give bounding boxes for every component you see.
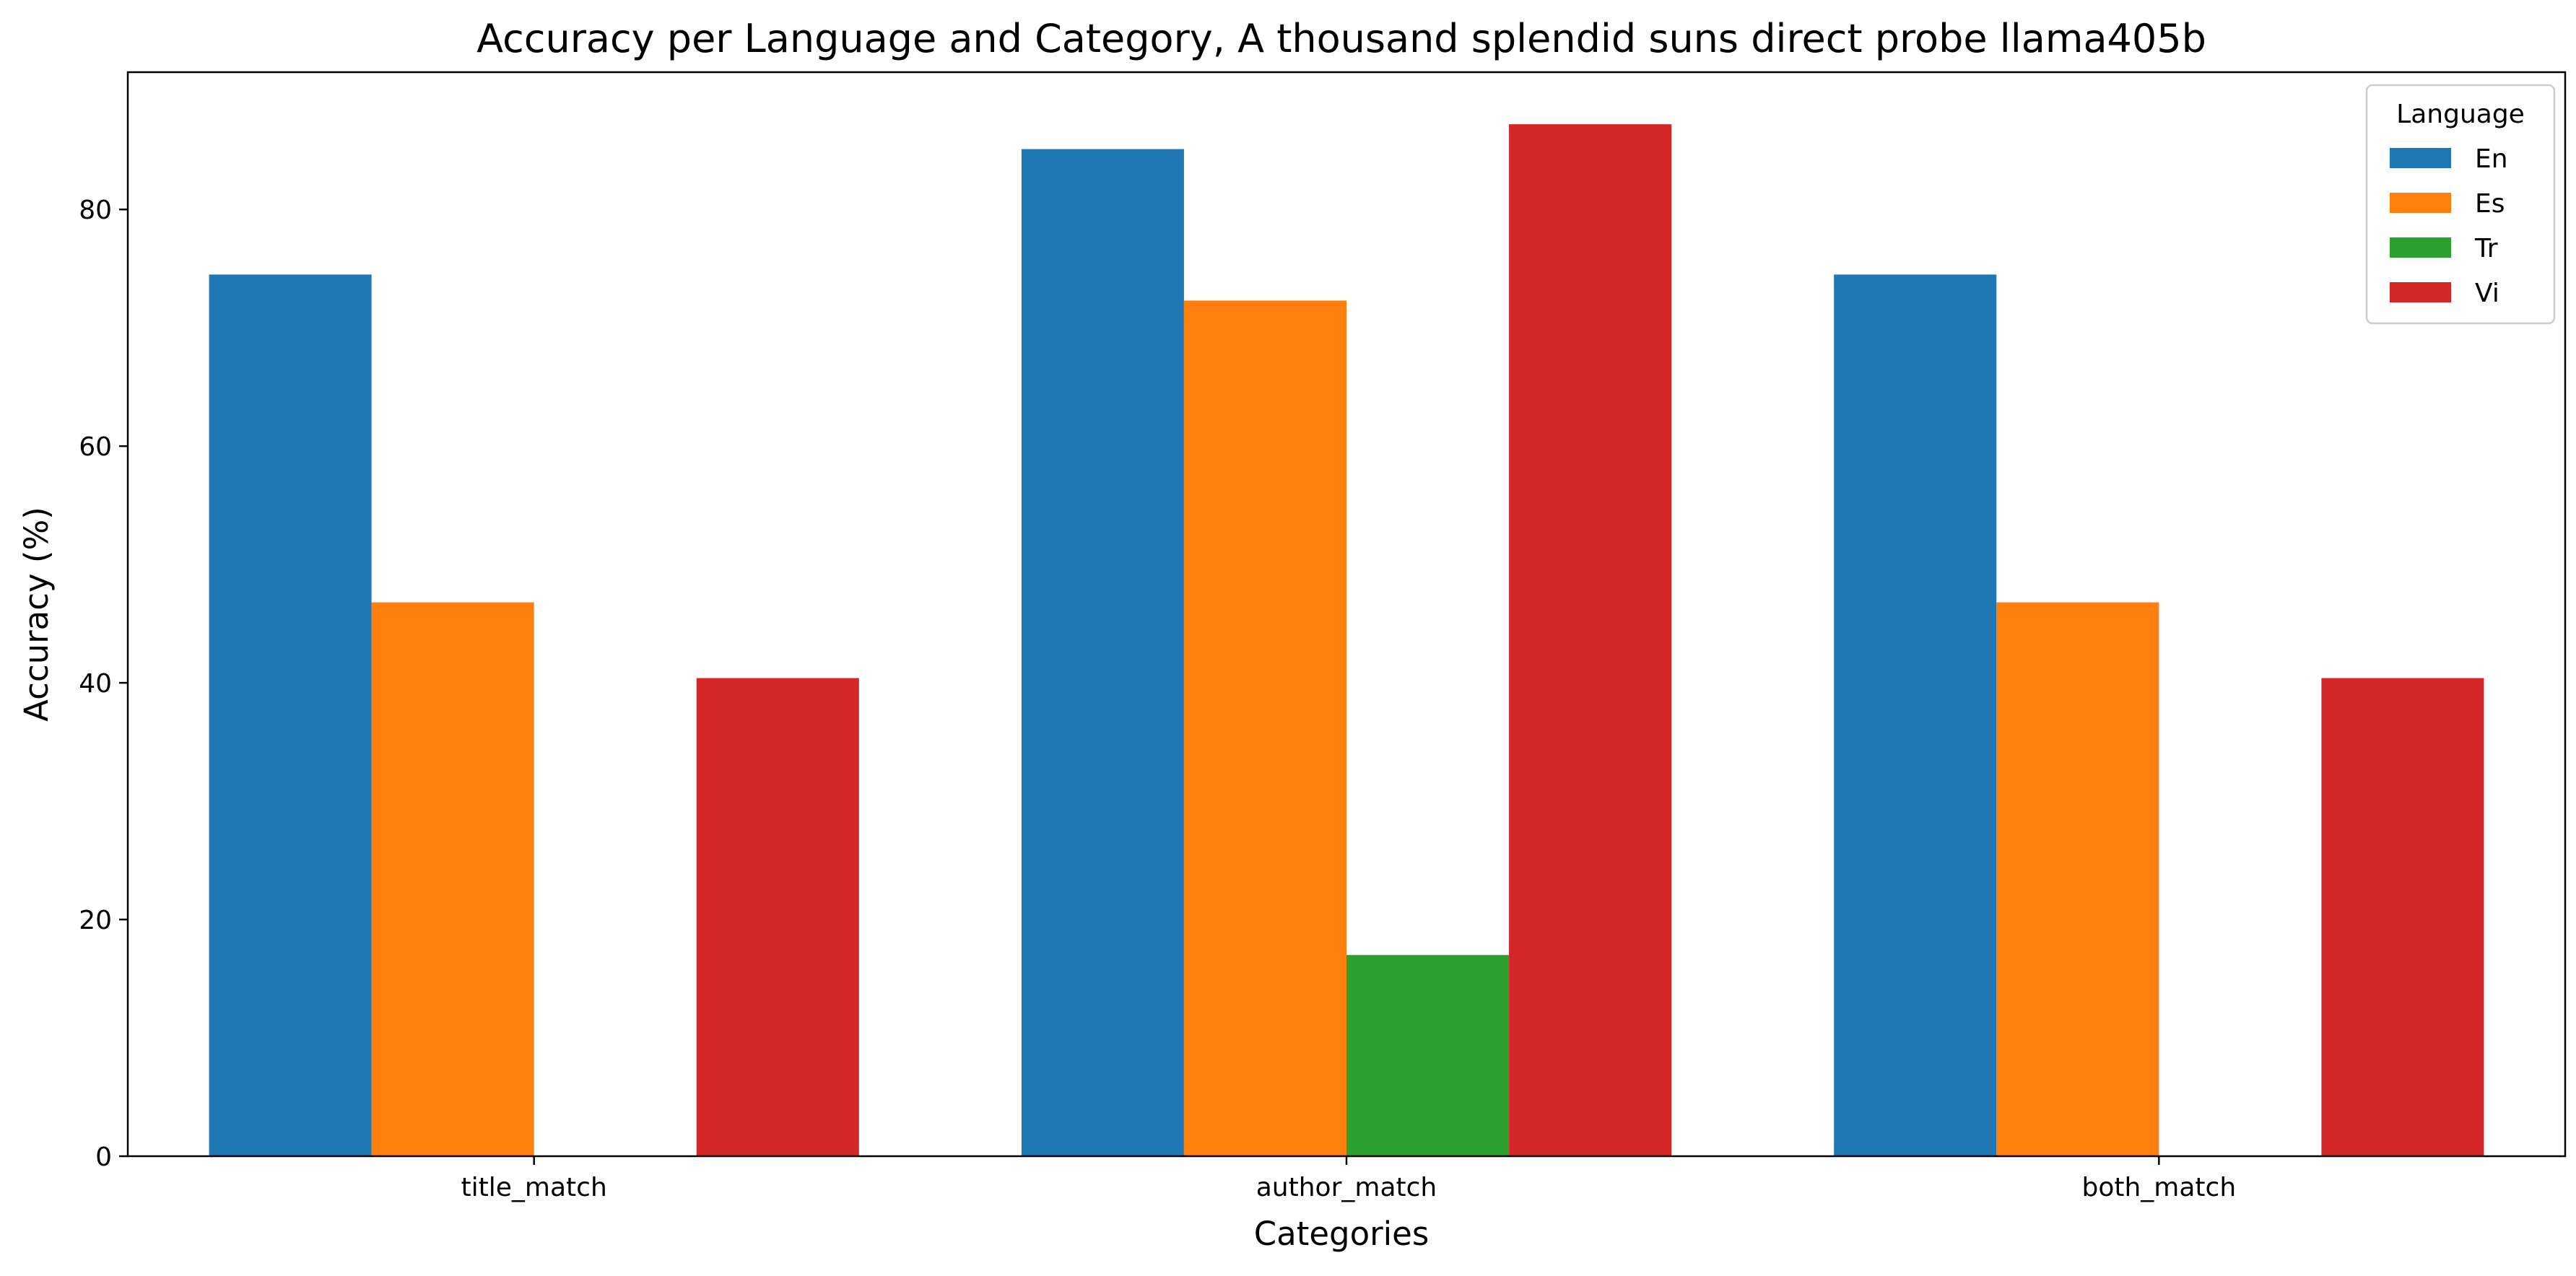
y-axis-title: Accuracy (%) bbox=[17, 507, 56, 722]
legend-label-vi: Vi bbox=[2475, 279, 2499, 308]
legend-swatch-vi bbox=[2390, 282, 2451, 302]
bar-es-title-match bbox=[371, 602, 534, 1156]
x-tick-label: both_match bbox=[2081, 1173, 2236, 1202]
x-tick-label: author_match bbox=[1256, 1173, 1437, 1202]
legend-swatch-tr bbox=[2390, 237, 2451, 258]
bar-es-both-match bbox=[1996, 602, 2159, 1156]
legend-swatch-es bbox=[2390, 193, 2451, 213]
x-axis-title: Categories bbox=[1254, 1215, 1430, 1253]
x-tick-label: title_match bbox=[461, 1173, 607, 1202]
legend: Language En Es Tr Vi bbox=[2365, 84, 2556, 325]
bar-vi-author-match bbox=[1509, 124, 1672, 1157]
y-tick-label: 0 bbox=[95, 1142, 112, 1172]
legend-frame bbox=[2365, 84, 2556, 325]
legend-title: Language bbox=[2396, 100, 2525, 129]
bar-en-title-match bbox=[209, 274, 372, 1156]
bar-tr-author-match bbox=[1346, 955, 1510, 1156]
bar-es-author-match bbox=[1183, 300, 1346, 1156]
y-axis-ticks: 0 20 40 60 80 bbox=[79, 196, 128, 1172]
legend-swatch-en bbox=[2390, 148, 2451, 168]
y-tick-label: 80 bbox=[79, 196, 112, 225]
legend-label-es: Es bbox=[2475, 189, 2505, 219]
bar-vi-both-match bbox=[2321, 678, 2484, 1156]
bar-vi-title-match bbox=[696, 678, 859, 1156]
bar-en-author-match bbox=[1021, 149, 1184, 1156]
legend-label-en: En bbox=[2475, 144, 2508, 174]
y-tick-label: 20 bbox=[79, 906, 112, 935]
bar-en-both-match bbox=[1834, 274, 1997, 1156]
plot-frame bbox=[126, 71, 2567, 1158]
y-tick-label: 60 bbox=[79, 432, 112, 462]
bars-layer bbox=[209, 124, 2484, 1157]
chart-title: Accuracy per Language and Category, A th… bbox=[477, 16, 2206, 61]
legend-items: En Es Tr Vi bbox=[2390, 144, 2508, 308]
y-tick-label: 40 bbox=[79, 669, 112, 699]
legend-label-tr: Tr bbox=[2474, 234, 2498, 263]
x-axis-ticks: title_match author_match both_match bbox=[461, 1156, 2236, 1202]
